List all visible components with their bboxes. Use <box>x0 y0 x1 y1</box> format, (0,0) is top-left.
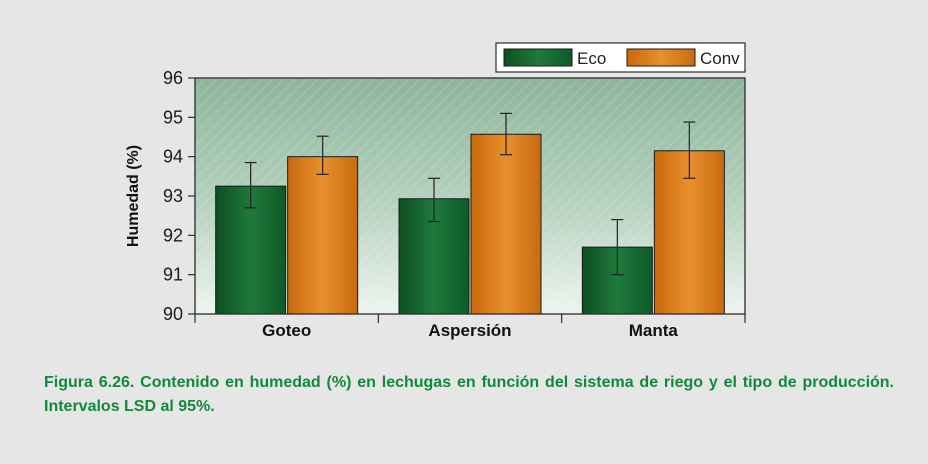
bar-conv <box>287 156 359 315</box>
x-axis-labels: Goteo Aspersión Manta <box>262 321 678 340</box>
legend: Eco Conv <box>495 42 746 73</box>
y-tick-label: 91 <box>163 265 183 285</box>
plot-texture <box>195 78 745 314</box>
error-bar-eco <box>428 177 440 223</box>
bar-chart: 90 91 92 93 94 95 96 Goteo Aspersión Manta Humed… <box>125 42 746 340</box>
figure-caption: Figura 6.26. Contenido en humedad (%) en… <box>44 374 894 415</box>
y-tick-label: 93 <box>163 186 183 206</box>
legend-label-conv: Conv <box>700 49 740 68</box>
error-bars <box>244 112 696 276</box>
category-label: Manta <box>629 321 679 340</box>
category-label: Goteo <box>262 321 311 340</box>
bar-conv <box>470 133 542 315</box>
error-bar-conv <box>683 121 696 179</box>
y-tick-label: 95 <box>163 107 183 127</box>
y-tick-label: 90 <box>163 304 183 324</box>
legend-label-eco: Eco <box>577 49 606 68</box>
error-bar-eco <box>611 219 624 276</box>
error-bar-eco <box>244 161 257 209</box>
error-bar-conv <box>316 135 329 175</box>
x-axis-ticks <box>194 314 746 323</box>
category-label: Aspersión <box>428 321 511 340</box>
y-tick-label: 92 <box>163 225 183 245</box>
error-bar-conv <box>500 112 512 156</box>
legend-swatch-conv <box>626 48 696 67</box>
y-tick-label: 94 <box>163 147 183 167</box>
y-tick-label: 96 <box>163 68 183 88</box>
y-axis-ticks: 90 91 92 93 94 95 96 <box>163 68 195 324</box>
legend-swatch-eco <box>503 48 573 67</box>
plot-frame <box>194 77 746 315</box>
y-axis-title: Humedad (%) <box>125 145 142 247</box>
